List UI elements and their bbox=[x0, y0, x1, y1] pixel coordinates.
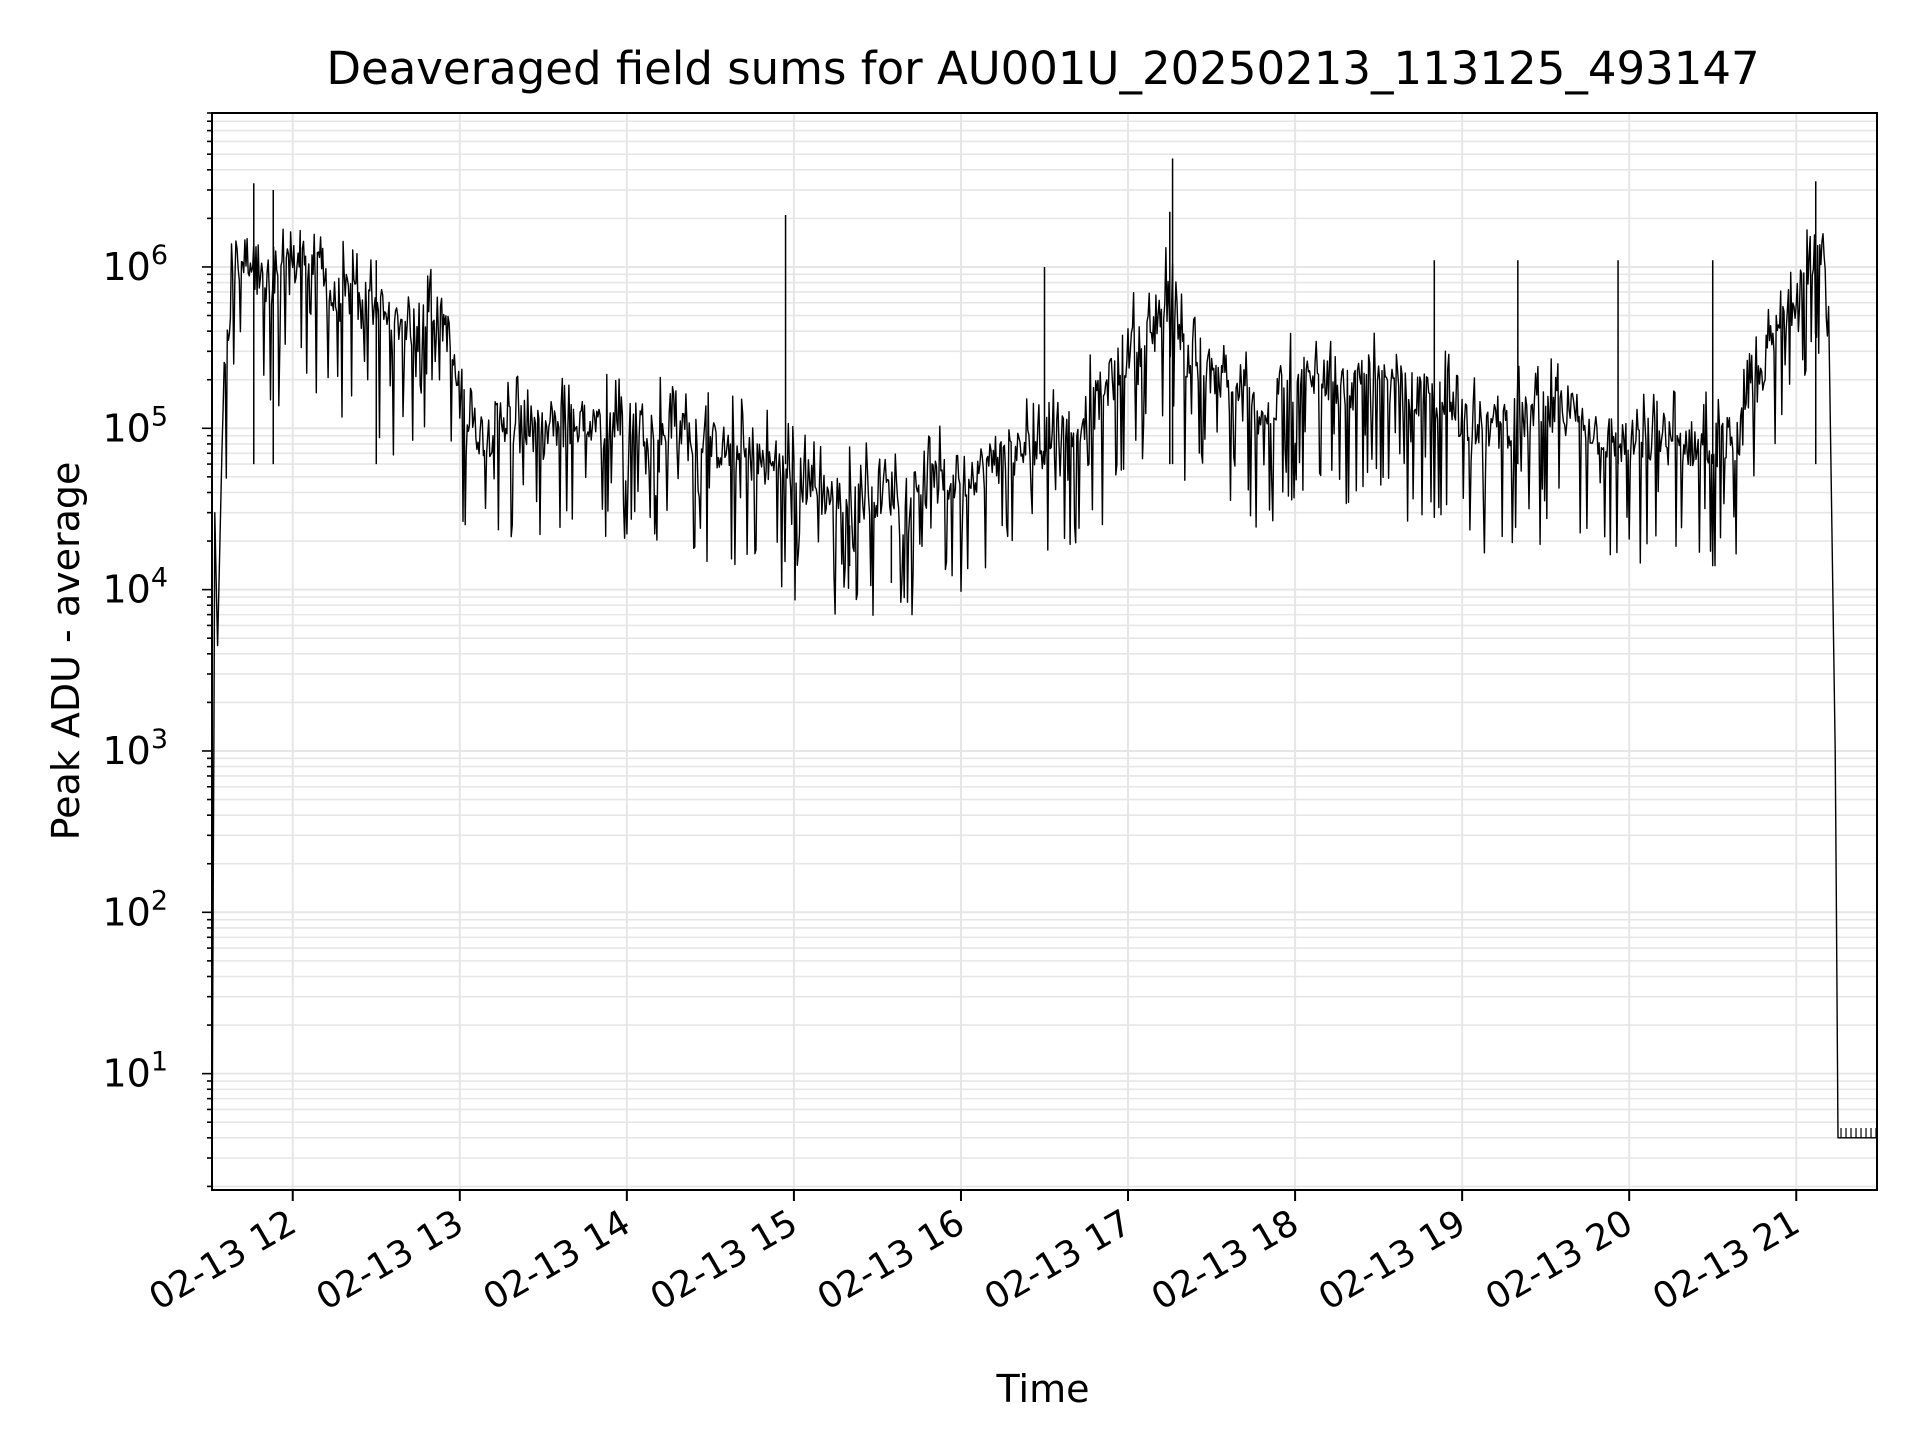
y-tick-label: 102 bbox=[102, 885, 168, 934]
x-axis-label: Time bbox=[996, 1367, 1090, 1411]
y-tick-label: 103 bbox=[102, 724, 168, 773]
y-tick-label: 104 bbox=[102, 563, 168, 612]
y-tick-label: 101 bbox=[102, 1047, 168, 1096]
y-axis-ticks: 101 102 103 104 105 106 bbox=[102, 112, 212, 1188]
y-tick-label: 106 bbox=[102, 240, 168, 289]
series-path bbox=[211, 228, 1877, 1187]
y-tick-label: 105 bbox=[102, 401, 168, 450]
y-axis-label: Peak ADU - average bbox=[44, 462, 88, 841]
grid bbox=[212, 112, 1877, 1190]
series-line bbox=[211, 158, 1877, 1187]
plot-frame bbox=[211, 112, 1878, 1191]
chart-title: Deaveraged field sums for AU001U_2025021… bbox=[326, 42, 1759, 95]
